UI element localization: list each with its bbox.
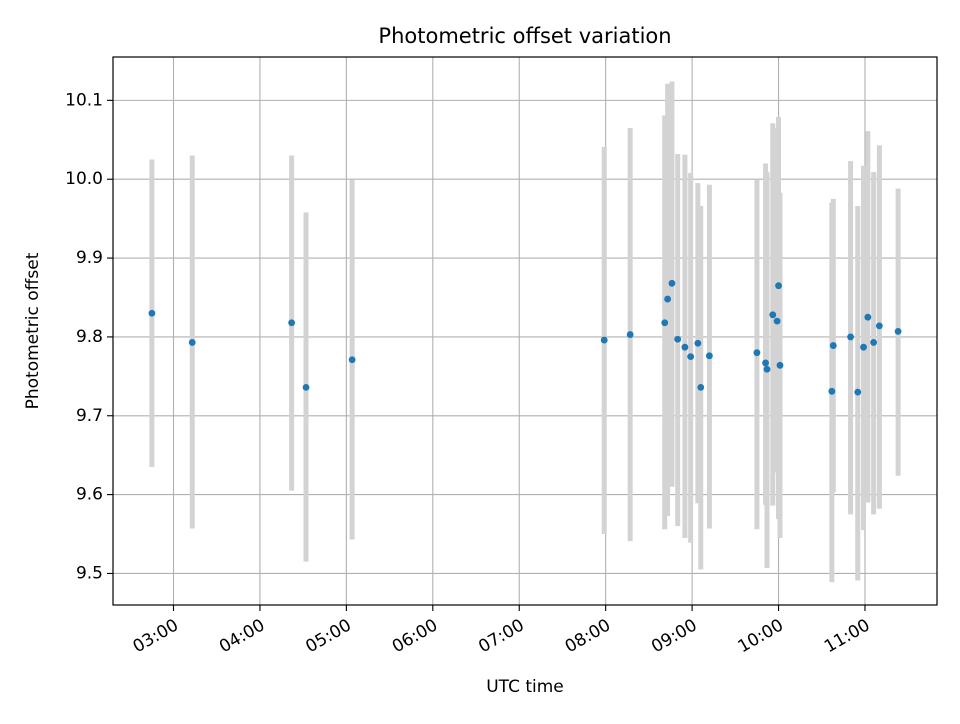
x-tick-label: 07:00 <box>475 615 527 657</box>
data-point <box>668 279 676 287</box>
data-point <box>626 331 634 338</box>
x-tick-label: 10:00 <box>735 615 787 657</box>
data-point <box>705 352 713 360</box>
data-point <box>864 313 872 321</box>
x-axis-ticks: 03:00 04:00 05:00 06:00 07:00 08:00 09:00 10:00… <box>130 605 873 657</box>
y-tick-label: 9.7 <box>76 406 103 426</box>
data-point <box>348 356 356 364</box>
data-point <box>148 309 156 317</box>
y-axis-label: Photometric offset <box>23 252 43 409</box>
data-point <box>860 343 867 351</box>
errorbar-layer <box>149 81 901 583</box>
data-point <box>687 353 695 361</box>
y-tick-label: 9.9 <box>76 248 103 268</box>
y-tick-label: 9.8 <box>76 327 103 347</box>
data-point <box>288 319 296 327</box>
data-point <box>828 387 836 395</box>
data-point <box>664 295 672 303</box>
data-point <box>894 327 902 335</box>
data-point <box>674 335 682 343</box>
point-layer <box>148 279 902 396</box>
x-tick-label: 11:00 <box>821 615 873 657</box>
data-point <box>829 342 837 349</box>
chart-title: Photometric offset variation <box>378 24 671 48</box>
x-tick-label: 09:00 <box>648 615 700 657</box>
data-point <box>753 349 761 357</box>
data-point <box>302 383 310 391</box>
y-tick-label: 10.1 <box>65 90 103 110</box>
data-point <box>773 317 781 325</box>
x-axis-label: UTC time <box>486 677 564 697</box>
data-point <box>875 322 883 330</box>
grid-layer <box>113 57 937 605</box>
y-tick-label: 10.0 <box>65 169 103 189</box>
data-point <box>188 339 196 346</box>
data-point <box>661 319 669 327</box>
data-point <box>694 339 702 347</box>
data-point <box>697 383 705 391</box>
data-point <box>763 365 771 373</box>
data-point <box>775 282 782 290</box>
data-point <box>769 311 777 319</box>
data-point <box>681 343 689 351</box>
data-point <box>776 361 784 369</box>
data-point <box>847 333 854 341</box>
data-point <box>870 339 878 346</box>
y-axis-ticks: 9.5 9.6 9.7 9.8 9.9 10.0 10.1 <box>65 90 113 583</box>
x-tick-label: 08:00 <box>562 615 614 657</box>
y-tick-label: 9.6 <box>76 485 103 505</box>
plot-area-frame <box>112 56 938 606</box>
data-point <box>600 336 608 344</box>
data-point <box>854 388 862 396</box>
x-tick-label: 05:00 <box>302 615 354 657</box>
y-tick-label: 9.5 <box>76 563 103 583</box>
data-point <box>762 359 769 367</box>
x-tick-label: 06:00 <box>389 615 441 657</box>
x-tick-label: 04:00 <box>216 615 268 657</box>
x-tick-label: 03:00 <box>130 615 182 657</box>
